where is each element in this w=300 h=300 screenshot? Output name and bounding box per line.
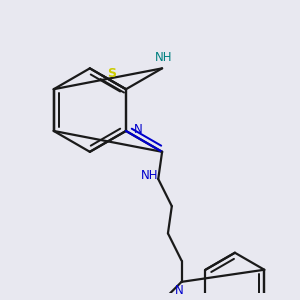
Text: NH: NH bbox=[155, 50, 173, 64]
Text: N: N bbox=[175, 284, 184, 297]
Text: N: N bbox=[134, 122, 142, 136]
Text: NH: NH bbox=[141, 169, 158, 182]
Text: S: S bbox=[107, 67, 116, 80]
